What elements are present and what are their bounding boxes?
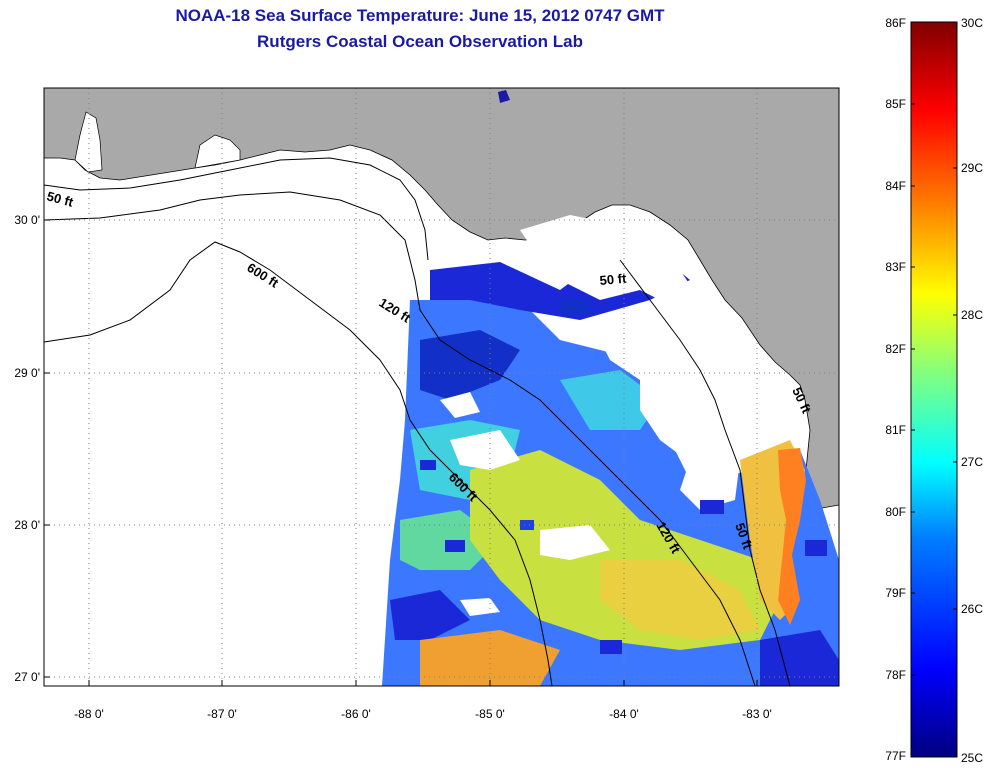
contour-label: 50 ft	[599, 271, 628, 288]
colorbar	[910, 21, 958, 758]
colorbar-ticks	[911, 103, 957, 676]
lon-tick-label: -85 0'	[475, 707, 505, 721]
bay	[74, 111, 103, 173]
inland-lake	[498, 90, 510, 103]
contour-120ft	[44, 191, 756, 686]
colorbar-c-label: 25C	[961, 751, 983, 765]
map-subtitle: Rutgers Coastal Ocean Observation Lab	[257, 32, 583, 51]
contour-label: 50 ft	[45, 188, 75, 210]
tick-marks	[44, 219, 758, 686]
lon-tick-label: -86 0'	[341, 707, 371, 721]
bay	[194, 134, 241, 169]
colorbar-f-label: 83F	[885, 260, 906, 274]
colorbar-f-label: 81F	[885, 423, 906, 437]
contour-50ft-east	[619, 259, 791, 686]
lat-tick-label: 27 0'	[14, 670, 40, 684]
colorbar-f-label: 86F	[885, 16, 906, 30]
bathymetry-contours	[44, 157, 791, 686]
lat-tick-label: 29 0'	[14, 366, 40, 380]
sst-data-layer	[382, 215, 839, 686]
lat-tick-label: 30 0'	[14, 213, 40, 227]
colorbar-f-label: 85F	[885, 97, 906, 111]
lat-tick-label: 28 0'	[14, 518, 40, 532]
contour-600ft	[44, 241, 553, 686]
colorbar-f-label: 79F	[885, 586, 906, 600]
colorbar-c-label: 26C	[961, 602, 983, 616]
contour-50ft-west	[44, 157, 429, 261]
colorbar-c-label: 30C	[961, 16, 983, 30]
lon-tick-label: -84 0'	[609, 707, 639, 721]
lon-tick-label: -83 0'	[742, 707, 772, 721]
colorbar-c-label: 27C	[961, 455, 983, 469]
colorbar-f-label: 84F	[885, 179, 906, 193]
map-title: NOAA-18 Sea Surface Temperature: June 15…	[175, 6, 665, 25]
colorbar-f-label: 77F	[885, 749, 906, 763]
lon-tick-label: -87 0'	[207, 707, 237, 721]
colorbar-f-label: 80F	[885, 505, 906, 519]
lon-tick-label: -88 0'	[74, 707, 104, 721]
land-mass	[44, 88, 839, 509]
colorbar-f-label: 78F	[885, 668, 906, 682]
colorbar-f-label: 82F	[885, 342, 906, 356]
colorbar-c-label: 29C	[961, 161, 983, 175]
colorbar-c-label: 28C	[961, 308, 983, 322]
map-frame	[43, 87, 840, 687]
